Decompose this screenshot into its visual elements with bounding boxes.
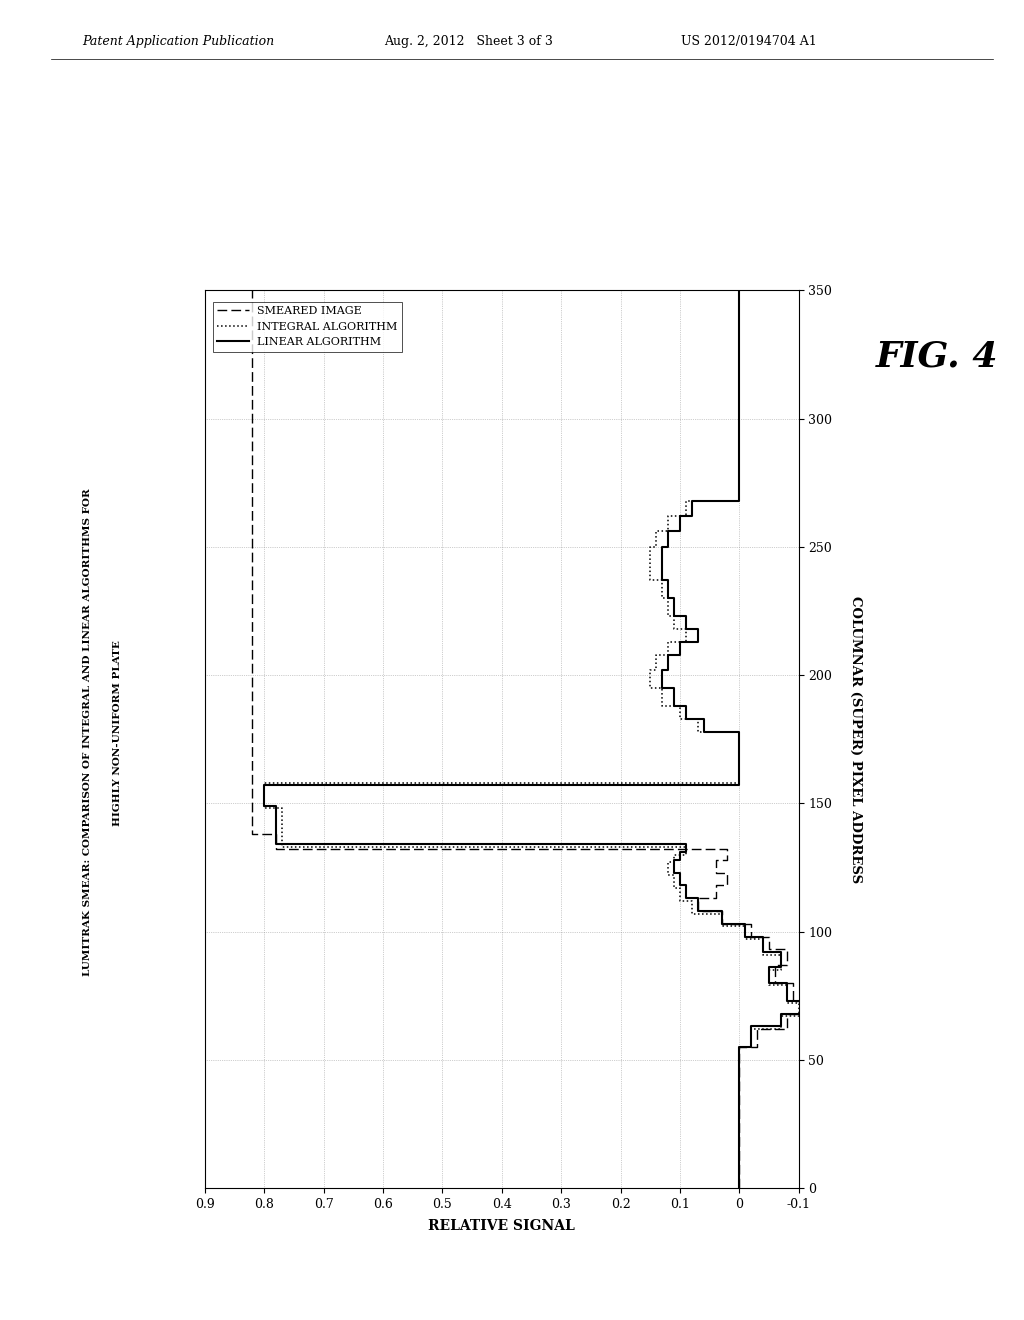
Text: LUMITRAK SMEAR: COMPARISON OF INTEGRAL AND LINEAR ALGORITHMS FOR: LUMITRAK SMEAR: COMPARISON OF INTEGRAL A… [83, 488, 91, 977]
Text: HIGHLY NON-UNIFORM PLATE: HIGHLY NON-UNIFORM PLATE [114, 640, 122, 825]
Text: Aug. 2, 2012   Sheet 3 of 3: Aug. 2, 2012 Sheet 3 of 3 [384, 34, 553, 48]
Text: US 2012/0194704 A1: US 2012/0194704 A1 [681, 34, 817, 48]
Y-axis label: COLUMNAR (SUPER) PIXEL ADDRESS: COLUMNAR (SUPER) PIXEL ADDRESS [849, 595, 862, 883]
Text: Patent Application Publication: Patent Application Publication [82, 34, 274, 48]
Text: FIG. 4: FIG. 4 [876, 339, 998, 374]
X-axis label: RELATIVE SIGNAL: RELATIVE SIGNAL [428, 1220, 575, 1233]
Legend: SMEARED IMAGE, INTEGRAL ALGORITHM, LINEAR ALGORITHM: SMEARED IMAGE, INTEGRAL ALGORITHM, LINEA… [213, 301, 402, 351]
